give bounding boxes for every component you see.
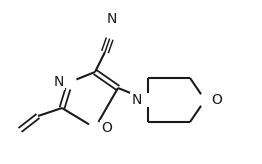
Text: O: O (211, 93, 222, 107)
Text: O: O (101, 121, 112, 135)
Text: N: N (107, 12, 117, 26)
Text: N: N (54, 75, 64, 89)
Text: N: N (132, 93, 142, 107)
